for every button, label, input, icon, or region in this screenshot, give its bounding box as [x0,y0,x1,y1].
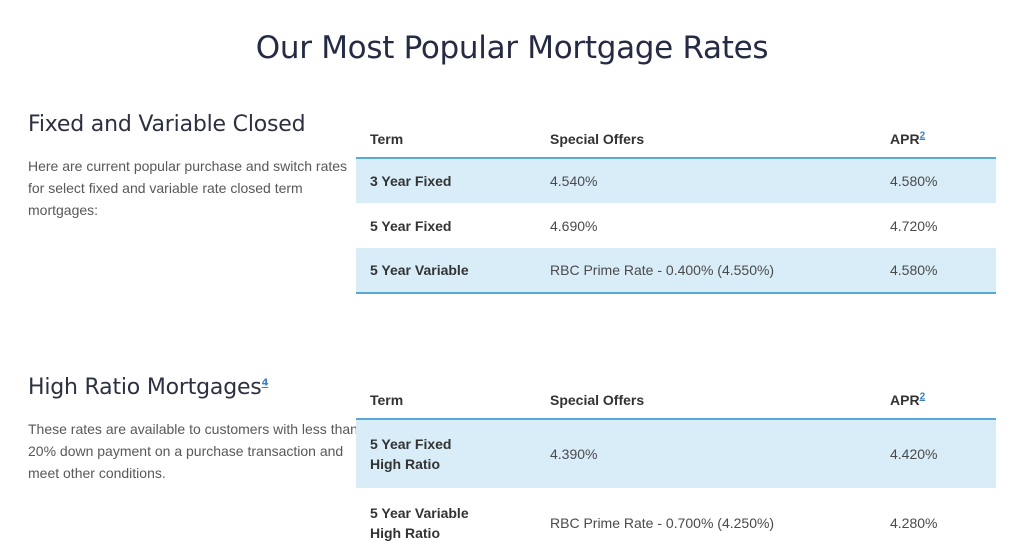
col-header-apr: APR2 [890,120,996,159]
table-header-row: Term Special Offers APR2 [356,381,996,420]
high-ratio-footnote: 4 [262,378,269,389]
apr-cell: 4.720% [890,217,938,234]
page-title: Our Most Popular Mortgage Rates [255,30,769,66]
term-label-line2: High Ratio [370,524,440,541]
term-cell: 5 Year Variable High Ratio [356,488,550,557]
section-heading-text: High Ratio Mortgages [28,375,262,400]
high-ratio-rates-table: Term Special Offers APR2 5 Year Fixed Hi… [356,381,996,557]
rate-row: 5 Year Fixed High Ratio 4.390% 4.420% [356,419,996,488]
table-header-row: Term Special Offers APR2 [356,120,996,159]
fixed-variable-rates-table: Term Special Offers APR2 3 Year Fixed 4.… [356,120,996,294]
col-header-term: Term [356,381,550,420]
high-ratio-footnote-link[interactable]: 4 [261,377,269,389]
apr-footnote: 2 [920,130,926,141]
special-offer-cell: 4.390% [550,446,598,462]
term-label: 3 Year Fixed [370,173,452,189]
apr-cell: 4.280% [890,514,938,531]
rate-row: 3 Year Fixed 4.540% 4.580% [356,158,996,203]
apr-label: APR [890,130,920,147]
term-label: 5 Year Variable [370,262,469,278]
col-header-special-offers: Special Offers [550,381,890,420]
apr-footnote: 2 [920,391,926,402]
term-cell: 5 Year Fixed High Ratio [356,419,550,488]
term-label: 5 Year Variable [370,504,469,521]
col-header-apr: APR2 [890,381,996,420]
rate-row: 5 Year Fixed 4.690% 4.720% [356,203,996,248]
term-label-line2: High Ratio [370,456,440,472]
section-high-ratio-info: High Ratio Mortgages4 These rates are av… [28,375,360,484]
section-heading-fixed-variable: Fixed and Variable Closed [28,112,360,137]
term-cell: 5 Year Fixed [356,203,550,248]
apr-footnote-link[interactable]: 2 [919,129,926,141]
section-fixed-variable-info: Fixed and Variable Closed Here are curre… [28,112,360,221]
section-heading-text: Fixed and Variable Closed [28,112,306,137]
term-label: 5 Year Fixed [370,217,452,234]
section-heading-high-ratio: High Ratio Mortgages4 [28,375,360,400]
apr-footnote-link[interactable]: 2 [919,390,926,402]
special-offer-cell: 4.540% [550,173,598,189]
apr-cell: 4.580% [890,248,996,294]
apr-cell: 4.420% [890,446,938,462]
apr-cell: 4.580% [890,173,938,189]
term-label: 5 Year Fixed [370,436,452,452]
special-offer-cell: RBC Prime Rate - 0.400% (4.550%) [550,248,890,294]
col-header-term: Term [356,120,550,159]
rate-row: 5 Year Variable RBC Prime Rate - 0.400% … [356,248,996,294]
term-cell: 3 Year Fixed [356,158,550,203]
term-cell: 5 Year Variable [356,248,550,294]
section-description-high-ratio: These rates are available to customers w… [28,421,358,481]
section-description-fixed-variable: Here are current popular purchase and sw… [28,158,348,218]
apr-label: APR [890,391,920,408]
col-header-special-offers: Special Offers [550,120,890,159]
special-offer-cell: 4.690% [550,217,598,234]
special-offer-cell: RBC Prime Rate - 0.700% (4.250%) [550,514,775,531]
rate-row: 5 Year Variable High Ratio RBC Prime Rat… [356,488,996,557]
